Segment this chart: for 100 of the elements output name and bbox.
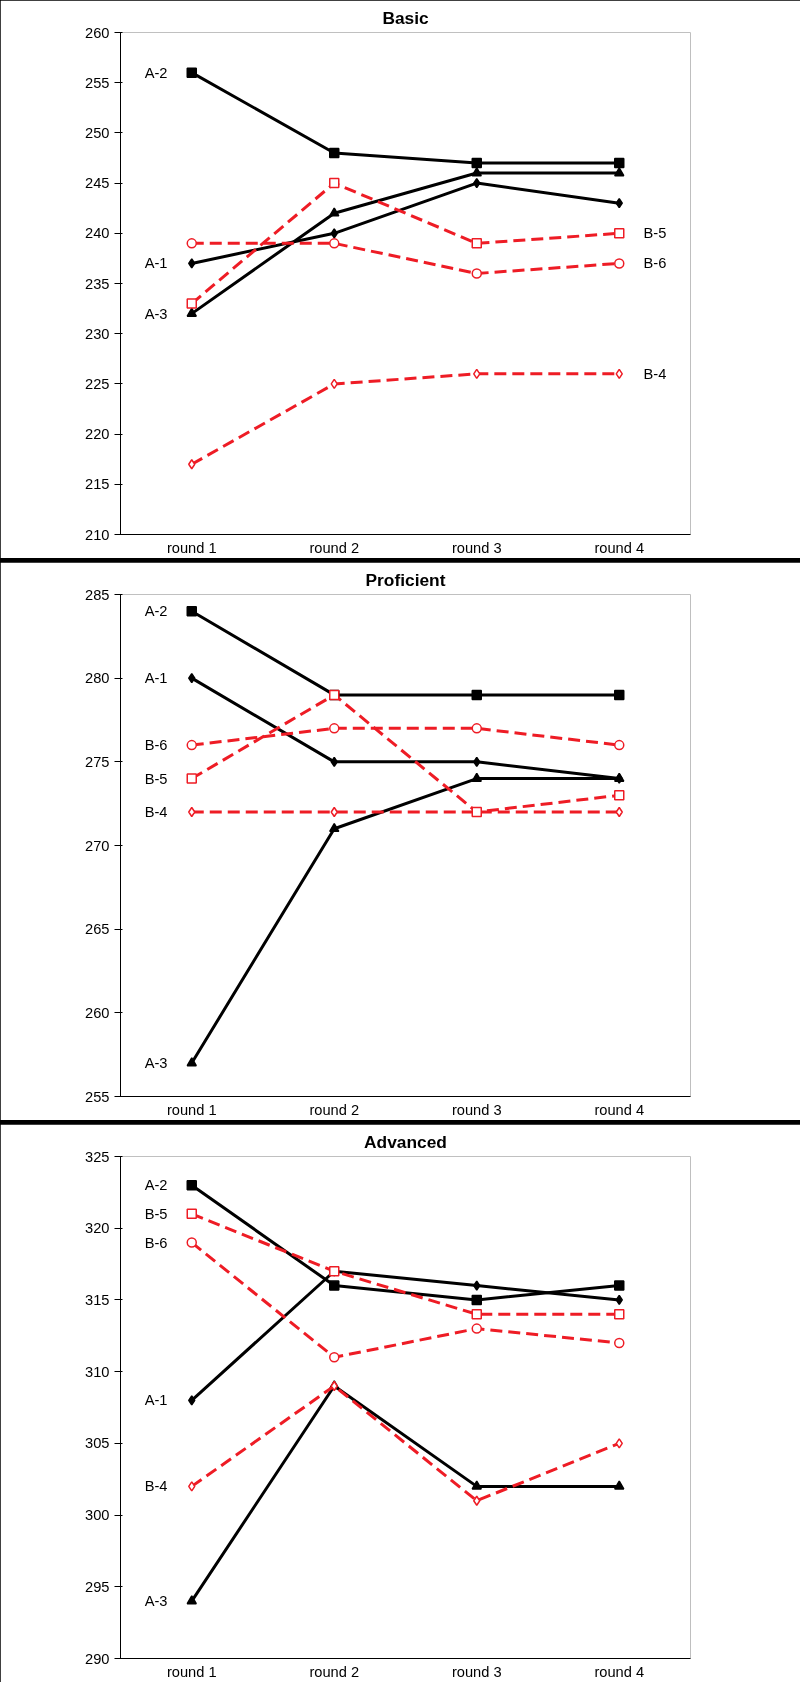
point	[186, 773, 197, 784]
point	[614, 1337, 625, 1349]
y-tick-label: 245	[85, 175, 110, 192]
annotation: B-5	[643, 225, 667, 242]
y-tick-label: 250	[85, 124, 110, 141]
point	[329, 207, 340, 217]
annotation: B-4	[643, 365, 667, 382]
point	[471, 167, 482, 177]
x-tick-label: round 3	[451, 1101, 502, 1118]
y-tick-label: 325	[85, 1148, 110, 1165]
y-tick-label: 305	[85, 1435, 110, 1452]
point	[186, 739, 197, 751]
y-tick-label: 265	[85, 921, 110, 938]
annotation: A-3	[144, 1055, 168, 1072]
point	[186, 307, 197, 317]
x-tick-label: round 3	[451, 539, 502, 556]
point	[329, 177, 340, 189]
point	[186, 1179, 197, 1191]
y-tick-label: 315	[85, 1291, 110, 1308]
point	[471, 157, 482, 169]
point	[471, 1309, 482, 1320]
point	[471, 689, 482, 701]
annotation: A-1	[144, 255, 168, 272]
y-tick-label: 260	[85, 1004, 110, 1021]
y-tick-label: 230	[85, 325, 110, 342]
point	[614, 1280, 625, 1291]
x-tick-label: round 1	[166, 1101, 217, 1118]
x-tick-label: round 3	[451, 1663, 502, 1680]
x-tick-label: round 2	[309, 1663, 360, 1680]
point	[186, 605, 197, 617]
point	[329, 1352, 340, 1363]
point	[186, 298, 197, 309]
point	[614, 167, 625, 177]
y-tick-label: 285	[85, 586, 110, 603]
chart-title: Advanced	[364, 1131, 447, 1152]
point	[473, 1495, 481, 1506]
annotation: B-6	[144, 737, 168, 754]
annotation: B-6	[643, 255, 667, 272]
annotation: A-2	[144, 1177, 168, 1194]
annotation: A-1	[144, 1392, 168, 1409]
annotation: A-3	[144, 305, 168, 322]
y-tick-label: 275	[85, 753, 110, 770]
point	[186, 1208, 197, 1220]
y-tick-label: 210	[85, 526, 110, 543]
point	[188, 1395, 196, 1406]
point	[471, 238, 482, 249]
point	[471, 1323, 482, 1334]
y-tick-label: 260	[85, 24, 110, 41]
y-tick-label: 235	[85, 275, 110, 292]
point	[614, 689, 625, 701]
point	[614, 157, 625, 169]
point	[186, 67, 197, 78]
annotation: A-2	[144, 64, 168, 81]
point	[186, 1595, 197, 1605]
annotation: B-6	[144, 1234, 168, 1251]
annotation: A-1	[144, 670, 168, 687]
y-tick-label: 215	[85, 476, 110, 493]
y-tick-label: 300	[85, 1507, 110, 1524]
point	[471, 1294, 482, 1306]
annotation: A-2	[144, 603, 168, 620]
point	[330, 228, 338, 239]
point	[188, 1481, 196, 1492]
y-tick-label: 270	[85, 837, 110, 854]
x-tick-label: round 4	[594, 1101, 645, 1118]
point	[186, 1237, 197, 1248]
y-tick-label: 310	[85, 1363, 110, 1380]
point	[471, 772, 482, 782]
annotation: B-5	[144, 770, 168, 787]
point	[614, 1480, 625, 1490]
y-tick-label: 240	[85, 225, 110, 242]
chart-title: Proficient	[365, 569, 446, 590]
point	[471, 268, 482, 279]
point	[186, 1057, 197, 1067]
y-tick-label: 280	[85, 670, 110, 687]
y-tick-label: 225	[85, 375, 110, 392]
x-tick-label: round 4	[594, 539, 645, 556]
y-tick-label: 320	[85, 1220, 110, 1237]
point	[473, 1280, 481, 1291]
y-tick-label: 295	[85, 1578, 110, 1595]
point	[471, 1480, 482, 1490]
point	[188, 258, 196, 269]
x-tick-label: round 2	[309, 1101, 360, 1118]
annotation: B-4	[144, 1478, 168, 1495]
y-tick-label: 290	[85, 1650, 110, 1667]
annotation: B-4	[144, 804, 168, 821]
y-tick-label: 255	[85, 74, 110, 91]
point	[614, 1309, 625, 1320]
chart-title: Basic	[382, 7, 429, 28]
point	[329, 822, 340, 833]
point	[614, 228, 625, 239]
point	[615, 1438, 623, 1449]
x-tick-label: round 1	[166, 539, 217, 556]
y-tick-label: 220	[85, 426, 110, 443]
x-tick-label: round 1	[166, 1663, 217, 1680]
point	[329, 723, 340, 734]
x-tick-label: round 4	[594, 1663, 645, 1680]
annotation: A-3	[144, 1593, 168, 1610]
point	[329, 238, 340, 249]
point	[329, 1280, 340, 1291]
point	[186, 238, 197, 249]
